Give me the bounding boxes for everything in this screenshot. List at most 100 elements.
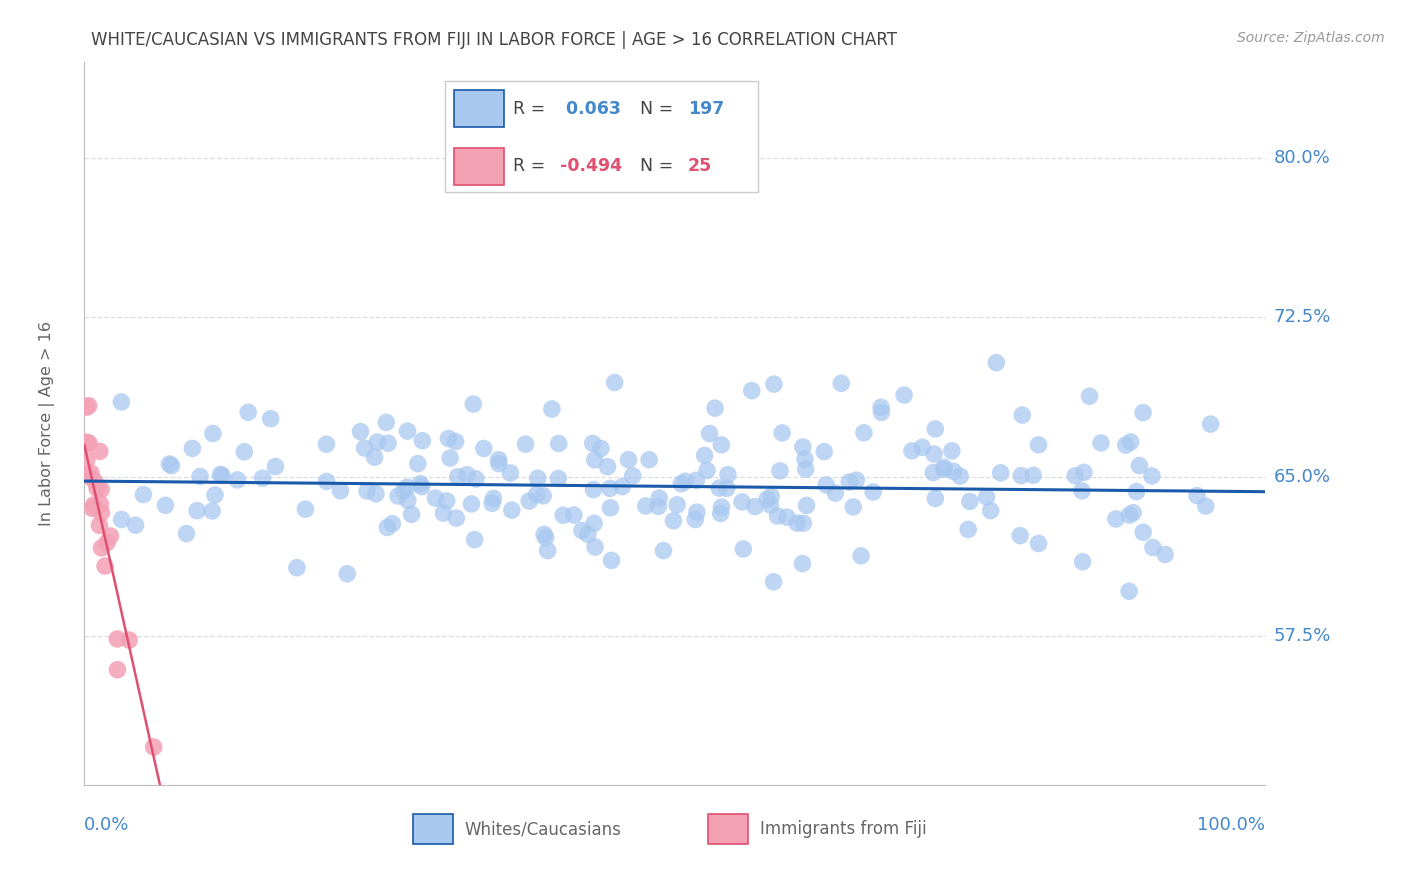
Point xyxy=(76,400,98,414)
Point xyxy=(252,471,274,485)
Point xyxy=(396,493,419,508)
Point xyxy=(710,507,733,521)
Point xyxy=(762,574,785,589)
Point xyxy=(377,520,399,534)
Point xyxy=(1073,466,1095,480)
Point xyxy=(211,468,233,483)
Point xyxy=(186,504,208,518)
Point xyxy=(893,388,915,402)
Point xyxy=(392,483,415,498)
Point xyxy=(571,524,593,538)
Point xyxy=(387,489,409,503)
Point xyxy=(957,523,980,537)
Point xyxy=(501,503,523,517)
Point xyxy=(77,399,100,413)
Point xyxy=(107,663,129,677)
Point xyxy=(460,497,482,511)
Point xyxy=(813,444,835,458)
Point xyxy=(86,482,108,496)
Point xyxy=(932,462,955,476)
Point xyxy=(366,435,388,450)
Point xyxy=(260,411,283,425)
Point xyxy=(838,475,860,489)
Point xyxy=(90,506,112,520)
Point xyxy=(710,438,733,452)
Text: Whites/Caucasians: Whites/Caucasians xyxy=(464,820,621,838)
Point xyxy=(531,489,554,503)
Point xyxy=(188,469,211,483)
Point xyxy=(381,516,404,531)
Point xyxy=(1185,489,1208,503)
Point xyxy=(582,436,605,450)
Point xyxy=(157,457,180,471)
Point xyxy=(589,442,612,456)
Point xyxy=(547,436,569,450)
Point xyxy=(553,508,575,523)
Point xyxy=(526,487,548,501)
Point xyxy=(411,434,433,448)
Point xyxy=(436,494,458,508)
Point xyxy=(537,543,560,558)
Point xyxy=(794,462,817,476)
Point xyxy=(465,472,488,486)
Point xyxy=(815,478,838,492)
Point xyxy=(599,500,621,515)
Point xyxy=(142,739,165,754)
Point xyxy=(517,494,540,508)
Point xyxy=(1132,525,1154,540)
Point xyxy=(662,514,685,528)
Point xyxy=(1090,436,1112,450)
Point xyxy=(1010,468,1032,483)
Point xyxy=(666,498,689,512)
Point xyxy=(264,459,287,474)
Point xyxy=(488,457,510,471)
Point xyxy=(652,543,675,558)
Point xyxy=(976,490,998,504)
Point xyxy=(100,529,122,543)
Point xyxy=(89,444,111,458)
Text: R =: R = xyxy=(513,158,551,176)
Point xyxy=(794,452,817,467)
Point xyxy=(1071,555,1094,569)
Point xyxy=(942,465,965,479)
FancyBboxPatch shape xyxy=(454,90,503,128)
Point xyxy=(776,510,799,524)
Point xyxy=(583,516,606,531)
Text: Immigrants from Fiji: Immigrants from Fiji xyxy=(759,820,927,838)
Point xyxy=(464,533,486,547)
FancyBboxPatch shape xyxy=(413,814,453,844)
Point xyxy=(582,483,605,497)
Point xyxy=(401,508,423,522)
Point xyxy=(110,395,132,409)
Text: 100.0%: 100.0% xyxy=(1198,815,1265,833)
Point xyxy=(1064,468,1087,483)
Point xyxy=(1125,484,1147,499)
Point xyxy=(911,440,934,454)
Point xyxy=(363,450,385,465)
Point xyxy=(924,491,946,506)
Text: WHITE/CAUCASIAN VS IMMIGRANTS FROM FIJI IN LABOR FORCE | AGE > 16 CORRELATION CH: WHITE/CAUCASIAN VS IMMIGRANTS FROM FIJI … xyxy=(91,31,897,49)
Point xyxy=(673,474,696,488)
Point xyxy=(155,499,177,513)
Point xyxy=(761,489,783,503)
Point xyxy=(980,503,1002,517)
Point xyxy=(1142,541,1164,555)
FancyBboxPatch shape xyxy=(709,814,748,844)
Point xyxy=(599,482,621,496)
Point xyxy=(596,459,619,474)
Point xyxy=(375,416,398,430)
Point xyxy=(124,518,146,533)
Point xyxy=(1028,536,1050,550)
Point xyxy=(204,488,226,502)
Point xyxy=(160,458,183,473)
Point xyxy=(1105,512,1128,526)
Point xyxy=(1115,438,1137,452)
Point xyxy=(515,437,537,451)
Point xyxy=(534,531,557,545)
Point xyxy=(617,452,640,467)
Point xyxy=(432,506,454,520)
Point xyxy=(437,432,460,446)
Point xyxy=(456,467,478,482)
Point xyxy=(901,443,924,458)
Point xyxy=(1195,499,1218,513)
